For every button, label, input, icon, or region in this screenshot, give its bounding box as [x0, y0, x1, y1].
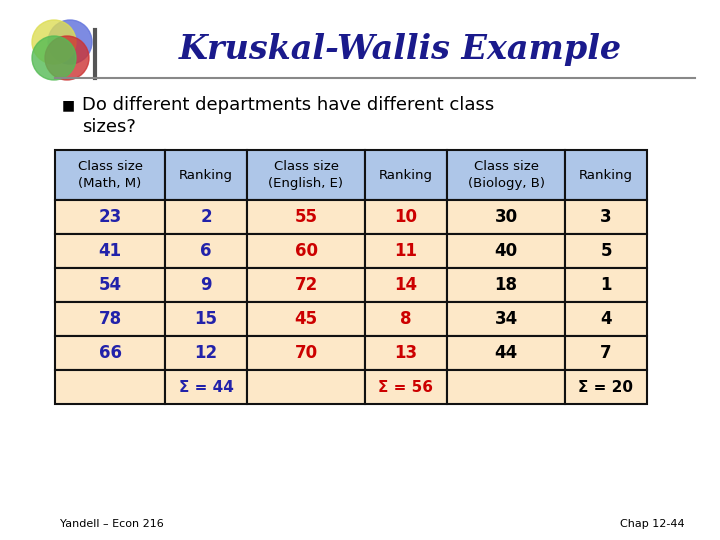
Text: 54: 54	[99, 276, 122, 294]
Circle shape	[48, 20, 92, 64]
Text: 1: 1	[600, 276, 612, 294]
Text: Class size
(Biology, B): Class size (Biology, B)	[467, 160, 544, 190]
Bar	[165, 150, 247, 200]
Text: 13: 13	[395, 344, 418, 362]
Text: Ranking: Ranking	[179, 168, 233, 181]
Text: 6: 6	[200, 242, 212, 260]
Bar	[165, 336, 247, 370]
Text: Do different departments have different class: Do different departments have different …	[82, 96, 494, 114]
Bar	[55, 234, 165, 268]
Text: Ranking: Ranking	[579, 168, 633, 181]
Text: 34: 34	[495, 310, 518, 328]
Bar	[365, 234, 447, 268]
Text: 12: 12	[194, 344, 217, 362]
Text: 7: 7	[600, 344, 612, 362]
Bar	[55, 370, 165, 404]
Text: 3: 3	[600, 208, 612, 226]
Bar	[565, 336, 647, 370]
Text: Chap 12-44: Chap 12-44	[621, 519, 685, 529]
Bar	[447, 200, 565, 234]
Text: Σ = 44: Σ = 44	[179, 380, 233, 395]
Text: 41: 41	[99, 242, 122, 260]
Bar	[247, 150, 365, 200]
Text: 10: 10	[395, 208, 418, 226]
Text: 72: 72	[294, 276, 318, 294]
Text: ■: ■	[61, 98, 75, 112]
Bar	[165, 234, 247, 268]
Bar	[447, 234, 565, 268]
Text: 60: 60	[294, 242, 318, 260]
Bar	[247, 200, 365, 234]
Bar	[165, 302, 247, 336]
Text: 11: 11	[395, 242, 418, 260]
Bar	[365, 150, 447, 200]
Bar	[565, 370, 647, 404]
Text: 18: 18	[495, 276, 518, 294]
Text: sizes?: sizes?	[82, 118, 136, 136]
Bar	[247, 268, 365, 302]
Bar	[447, 370, 565, 404]
Text: Kruskal-Wallis Example: Kruskal-Wallis Example	[179, 33, 621, 66]
Text: 30: 30	[495, 208, 518, 226]
Circle shape	[45, 36, 89, 80]
Bar	[365, 336, 447, 370]
Bar	[165, 268, 247, 302]
Text: 8: 8	[400, 310, 412, 328]
Bar	[447, 302, 565, 336]
Text: Class size
(Math, M): Class size (Math, M)	[78, 160, 143, 190]
Text: 66: 66	[99, 344, 122, 362]
Bar	[447, 150, 565, 200]
Circle shape	[32, 36, 76, 80]
Text: 14: 14	[395, 276, 418, 294]
Text: Class size
(English, E): Class size (English, E)	[269, 160, 343, 190]
Text: Σ = 56: Σ = 56	[379, 380, 433, 395]
Text: 70: 70	[294, 344, 318, 362]
Bar	[565, 302, 647, 336]
Bar	[565, 268, 647, 302]
Bar	[247, 370, 365, 404]
Text: 4: 4	[600, 310, 612, 328]
Text: 40: 40	[495, 242, 518, 260]
Bar	[365, 200, 447, 234]
Bar	[247, 234, 365, 268]
Bar	[447, 336, 565, 370]
Bar	[165, 200, 247, 234]
Bar	[165, 370, 247, 404]
Text: 23: 23	[99, 208, 122, 226]
Text: 55: 55	[294, 208, 318, 226]
Text: 15: 15	[194, 310, 217, 328]
Bar	[55, 150, 165, 200]
Text: Yandell – Econ 216: Yandell – Econ 216	[60, 519, 163, 529]
Text: 2: 2	[200, 208, 212, 226]
Text: 78: 78	[99, 310, 122, 328]
Bar	[565, 200, 647, 234]
Bar	[247, 302, 365, 336]
Text: 9: 9	[200, 276, 212, 294]
Text: 5: 5	[600, 242, 612, 260]
Text: Σ = 20: Σ = 20	[578, 380, 634, 395]
Bar	[365, 370, 447, 404]
Bar	[365, 268, 447, 302]
Bar	[55, 200, 165, 234]
Bar	[447, 268, 565, 302]
Bar	[247, 336, 365, 370]
Bar	[55, 268, 165, 302]
Text: 45: 45	[294, 310, 318, 328]
Bar	[55, 302, 165, 336]
Bar	[365, 302, 447, 336]
Bar	[565, 150, 647, 200]
Text: Ranking: Ranking	[379, 168, 433, 181]
Bar	[55, 336, 165, 370]
Bar	[565, 234, 647, 268]
Circle shape	[32, 20, 76, 64]
Text: 44: 44	[495, 344, 518, 362]
